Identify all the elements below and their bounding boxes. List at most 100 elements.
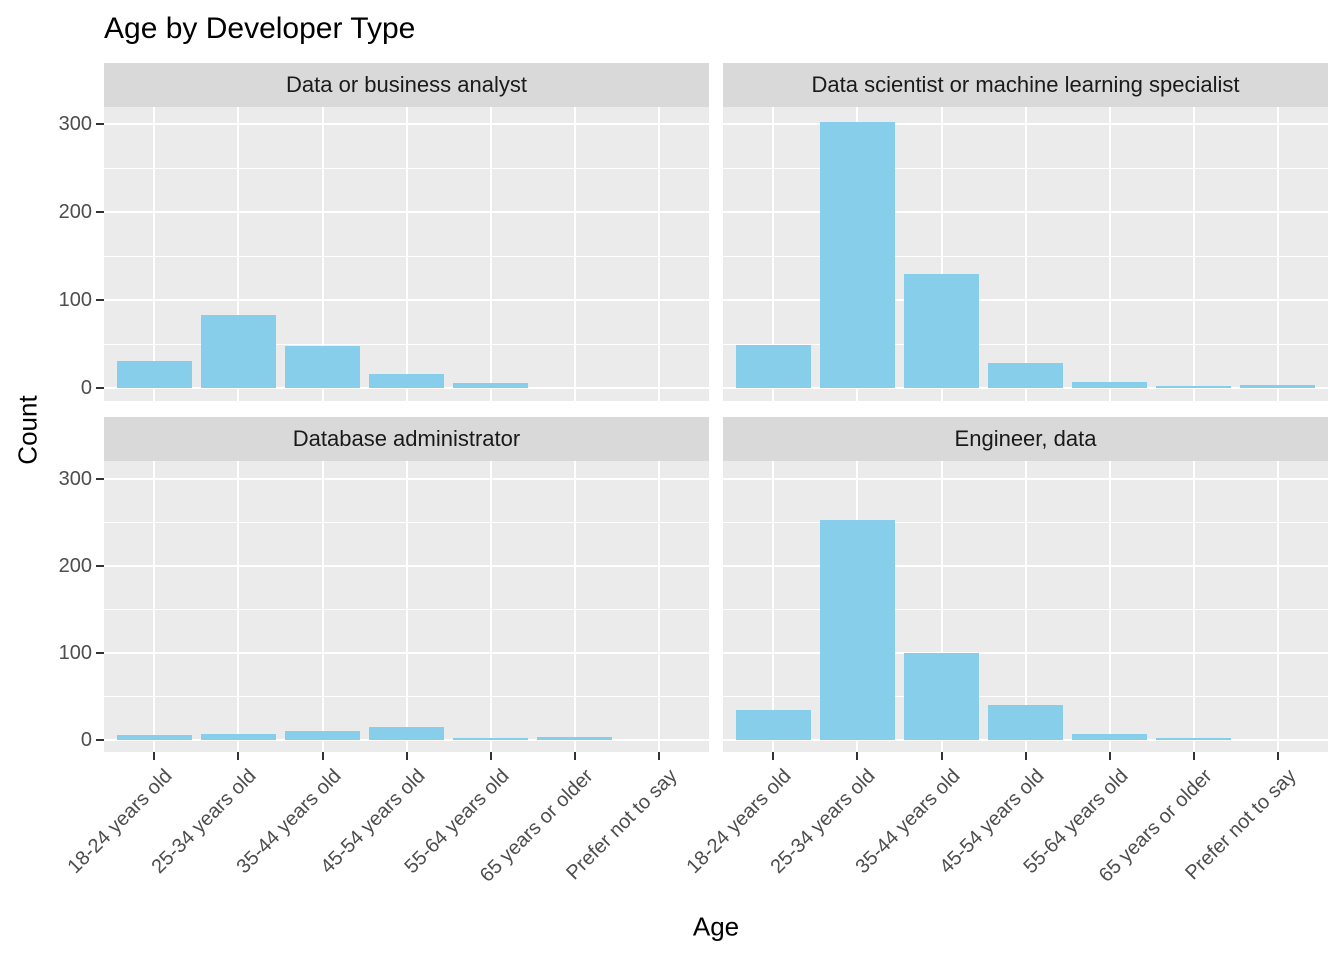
bar: [536, 737, 613, 740]
facet-panel: [723, 461, 1328, 752]
gridline-vertical: [237, 107, 240, 401]
gridline-minor: [723, 167, 1328, 169]
gridline-major: [104, 478, 709, 480]
gridline-vertical: [657, 461, 660, 752]
y-axis-tick-mark: [96, 299, 104, 301]
gridline-vertical: [657, 107, 660, 401]
gridline-vertical: [237, 461, 240, 752]
gridline-vertical: [1276, 461, 1279, 752]
facet-panel: [104, 107, 709, 401]
x-axis-tick-mark: [1024, 752, 1027, 760]
facet-strip-label: Data or business analyst: [286, 72, 527, 97]
y-axis-tick-mark: [96, 565, 104, 567]
facet-strip-label: Engineer, data: [954, 426, 1097, 451]
bar: [452, 383, 529, 388]
y-axis-tick-label: 200: [58, 201, 92, 223]
bar: [284, 346, 361, 388]
x-axis-tick-mark: [237, 752, 240, 760]
gridline-minor: [104, 522, 709, 523]
bar: [284, 731, 361, 740]
bar: [368, 727, 445, 740]
gridline-minor: [723, 255, 1328, 257]
gridline-vertical: [405, 107, 408, 401]
x-axis-tick-mark: [1192, 752, 1195, 760]
gridline-vertical: [1024, 107, 1027, 401]
gridline-major: [723, 299, 1328, 301]
gridline-major: [723, 387, 1328, 389]
y-axis-title: Count: [12, 395, 43, 465]
gridline-major: [723, 211, 1328, 213]
gridline-vertical: [489, 107, 492, 401]
gridline-vertical: [940, 461, 943, 752]
bar: [735, 345, 812, 388]
gridline-major: [104, 652, 709, 654]
bar: [1071, 382, 1148, 388]
x-axis-tick-mark: [1276, 752, 1279, 760]
facet-strip: Database administrator: [104, 417, 709, 461]
gridline-minor: [723, 522, 1328, 523]
gridline-vertical: [321, 461, 324, 752]
gridline-vertical: [1276, 107, 1279, 401]
gridline-vertical: [772, 461, 775, 752]
x-axis-tick-mark: [772, 752, 775, 760]
y-axis-tick-label: 100: [58, 642, 92, 664]
x-axis-tick-mark: [940, 752, 943, 760]
gridline-minor: [723, 343, 1328, 345]
gridline-major: [723, 739, 1328, 741]
y-axis-tick-mark: [96, 739, 104, 741]
bar: [819, 122, 896, 388]
facet-panel: [723, 107, 1328, 401]
gridline-vertical: [1108, 461, 1111, 752]
gridline-major: [104, 565, 709, 567]
x-axis-tick-mark: [657, 752, 660, 760]
bar: [116, 361, 193, 388]
x-axis-tick-mark: [573, 752, 576, 760]
bar: [1239, 385, 1316, 388]
y-axis-tick-label: 300: [58, 468, 92, 490]
y-axis-tick-label: 0: [80, 377, 92, 399]
bar: [1155, 386, 1232, 388]
gridline-major: [723, 652, 1328, 654]
gridline-minor: [104, 696, 709, 697]
gridline-vertical: [405, 461, 408, 752]
gridline-major: [723, 565, 1328, 567]
y-axis-tick-mark: [96, 211, 104, 213]
bar: [903, 653, 980, 740]
bar: [903, 274, 980, 388]
gridline-major: [104, 211, 709, 213]
bar: [819, 520, 896, 740]
bar: [1071, 734, 1148, 740]
facet-strip: Data or business analyst: [104, 63, 709, 107]
y-axis-tick-label: 200: [58, 555, 92, 577]
y-axis-tick-label: 100: [58, 289, 92, 311]
x-axis-tick-mark: [153, 752, 156, 760]
x-axis-tick-mark: [856, 752, 859, 760]
gridline-minor: [104, 255, 709, 257]
x-axis-title: Age: [692, 911, 740, 942]
y-axis-tick-label: 0: [80, 729, 92, 751]
bar: [452, 738, 529, 740]
bar: [200, 734, 277, 740]
facet-strip-label: Data scientist or machine learning speci…: [811, 72, 1240, 97]
x-axis-tick-mark: [489, 752, 492, 760]
bar: [1155, 738, 1232, 740]
gridline-major: [723, 123, 1328, 125]
gridline-minor: [104, 167, 709, 169]
x-axis-tick-mark: [405, 752, 408, 760]
gridline-minor: [104, 609, 709, 610]
gridline-vertical: [1192, 107, 1195, 401]
gridline-vertical: [321, 107, 324, 401]
x-axis-tick-mark: [321, 752, 324, 760]
y-axis-tick-label: 300: [58, 113, 92, 135]
gridline-vertical: [573, 461, 576, 752]
bar: [116, 735, 193, 740]
gridline-vertical: [573, 107, 576, 401]
bar: [987, 705, 1064, 740]
gridline-major: [104, 299, 709, 301]
gridline-minor: [723, 609, 1328, 610]
gridline-vertical: [1192, 461, 1195, 752]
y-axis-tick-mark: [96, 478, 104, 480]
bar: [735, 710, 812, 740]
facet-panel: [104, 461, 709, 752]
